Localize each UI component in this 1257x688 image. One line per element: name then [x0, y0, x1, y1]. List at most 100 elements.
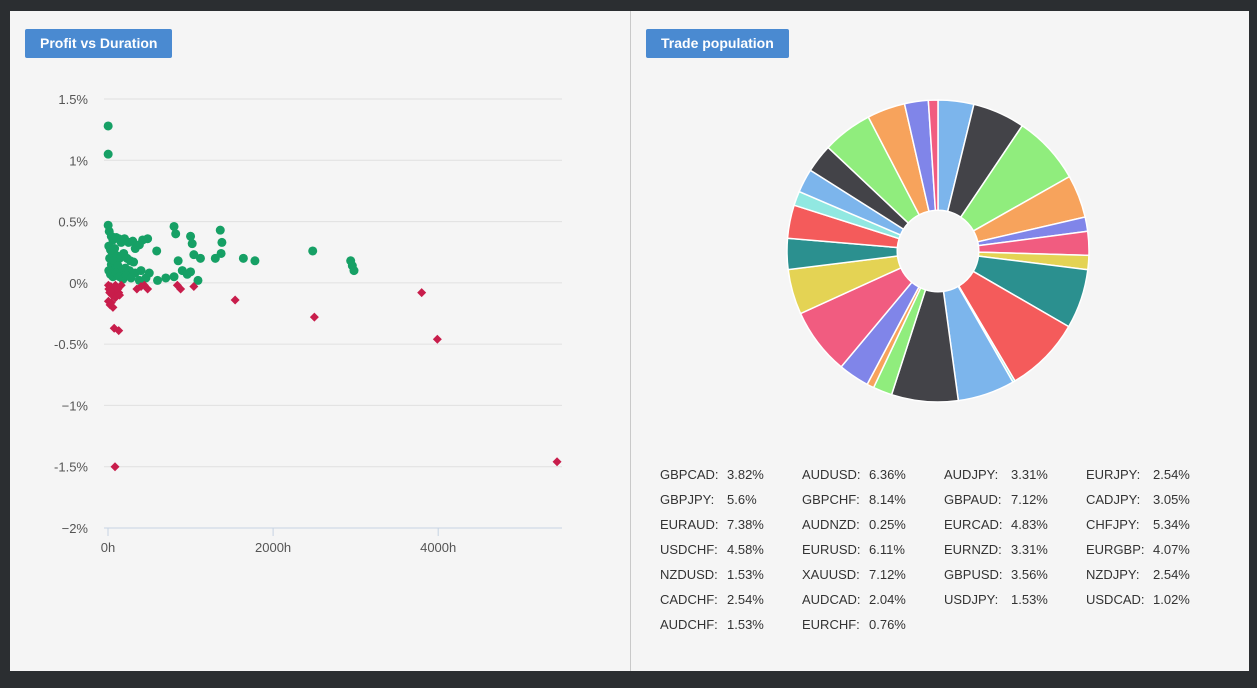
legend-item: GBPCHF: 8.14% — [802, 491, 944, 509]
scatter-point-win — [195, 253, 205, 263]
scatter-point-win — [186, 267, 196, 277]
scatter-point-win — [152, 246, 162, 256]
legend-symbol: EURUSD: — [802, 542, 861, 557]
legend-symbol: EURNZD: — [944, 542, 1002, 557]
legend-symbol: EURCAD: — [944, 517, 1003, 532]
scatter-point-win — [250, 256, 260, 266]
scatter-point-loss — [110, 462, 120, 472]
legend-percentage: 1.53% — [727, 567, 764, 582]
pie-panel-title: Trade population — [646, 29, 789, 58]
scatter-point-win — [128, 236, 138, 246]
legend-symbol: GBPUSD: — [944, 567, 1003, 582]
legend-percentage: 3.82% — [727, 467, 764, 482]
legend-symbol: NZDJPY: — [1086, 567, 1140, 582]
scatter-point-win — [173, 256, 183, 266]
legend-symbol: EURCHF: — [802, 617, 860, 632]
scatter-point-loss — [114, 326, 124, 336]
legend-item: AUDNZD: 0.25% — [802, 516, 944, 534]
legend-percentage: 1.53% — [727, 617, 764, 632]
legend-symbol: CADJPY: — [1086, 492, 1141, 507]
scatter-point-win — [103, 121, 113, 131]
legend-item: XAUUSD: 7.12% — [802, 566, 944, 584]
legend-symbol: USDCAD: — [1086, 592, 1145, 607]
legend-item: GBPAUD: 7.12% — [944, 491, 1086, 509]
scatter-point-win — [308, 246, 318, 256]
legend-item: EURCAD: 4.83% — [944, 516, 1086, 534]
scatter-panel-title: Profit vs Duration — [25, 29, 173, 58]
legend-item: AUDUSD: 6.36% — [802, 466, 944, 484]
scatter-point-win — [129, 257, 139, 267]
legend-symbol: CADCHF: — [660, 592, 718, 607]
legend-percentage: 1.02% — [1153, 592, 1190, 607]
legend-item: GBPUSD: 3.56% — [944, 566, 1086, 584]
legend-item: CHFJPY: 5.34% — [1086, 516, 1228, 534]
legend-percentage: 1.53% — [1011, 592, 1048, 607]
scatter-point-win — [143, 234, 153, 244]
x-tick-label: 0h — [101, 540, 115, 555]
legend-symbol: USDJPY: — [944, 592, 999, 607]
legend-item: USDCHF: 4.58% — [660, 541, 802, 559]
scatter-point-win — [110, 244, 120, 254]
legend-item: EURGBP: 4.07% — [1086, 541, 1228, 559]
legend-item: EURUSD: 6.11% — [802, 541, 944, 559]
scatter-point-win — [171, 229, 181, 239]
legend-percentage: 5.34% — [1153, 517, 1190, 532]
legend-symbol: GBPJPY: — [660, 492, 715, 507]
legend-item: GBPCAD: 3.82% — [660, 466, 802, 484]
legend-item: NZDUSD: 1.53% — [660, 566, 802, 584]
legend-percentage: 3.56% — [1011, 567, 1048, 582]
scatter-point-win — [189, 250, 199, 260]
legend-item — [944, 616, 1086, 634]
legend-symbol: AUDNZD: — [802, 517, 860, 532]
scatter-point-win — [193, 275, 203, 285]
legend-percentage: 6.36% — [869, 467, 906, 482]
scatter-point-win — [187, 239, 197, 249]
scatter-point-win — [216, 248, 226, 258]
legend-item: GBPJPY: 5.6% — [660, 491, 802, 509]
legend-symbol: EURAUD: — [660, 517, 719, 532]
scatter-point-win — [161, 273, 171, 283]
scatter-point-loss — [189, 282, 199, 292]
y-tick-label: 0.5% — [58, 215, 88, 230]
legend-percentage: 3.05% — [1153, 492, 1190, 507]
legend-symbol: GBPAUD: — [944, 492, 1002, 507]
legend-symbol: AUDCHF: — [660, 617, 718, 632]
scatter-point-loss — [106, 297, 116, 307]
legend-symbol: GBPCHF: — [802, 492, 860, 507]
scatter-point-win — [103, 149, 113, 159]
scatter-point-loss — [105, 286, 115, 296]
scatter-point-win — [169, 272, 179, 282]
legend-percentage: 4.58% — [727, 542, 764, 557]
x-tick-label: 4000h — [420, 540, 456, 555]
legend-percentage: 7.12% — [869, 567, 906, 582]
legend-symbol: USDCHF: — [660, 542, 718, 557]
scatter-point-loss — [432, 334, 442, 344]
legend-percentage: 2.54% — [727, 592, 764, 607]
y-tick-label: 1.5% — [58, 92, 88, 107]
legend-item: CADJPY: 3.05% — [1086, 491, 1228, 509]
legend-item: USDJPY: 1.53% — [944, 591, 1086, 609]
scatter-point-win — [169, 221, 179, 231]
legend-symbol: GBPCAD: — [660, 467, 719, 482]
legend-percentage: 0.25% — [869, 517, 906, 532]
panel-divider — [630, 11, 631, 671]
y-tick-label: −2% — [62, 521, 89, 536]
legend-symbol: XAUUSD: — [802, 567, 860, 582]
legend-item: EURJPY: 2.54% — [1086, 466, 1228, 484]
legend-symbol: AUDJPY: — [944, 467, 999, 482]
y-tick-label: -1.5% — [54, 460, 88, 475]
legend-item: EURNZD: 3.31% — [944, 541, 1086, 559]
legend-percentage: 6.11% — [869, 542, 905, 557]
pie-slice-usdcad[interactable] — [927, 99, 939, 212]
scatter-point-win — [238, 253, 248, 263]
y-tick-label: 1% — [69, 153, 88, 168]
y-tick-label: −1% — [62, 398, 89, 413]
scatter-point-win — [126, 273, 136, 283]
legend-percentage: 5.6% — [727, 492, 757, 507]
legend-symbol: AUDCAD: — [802, 592, 861, 607]
scatter-point-loss — [552, 457, 562, 467]
legend-item — [1086, 616, 1228, 634]
legend-percentage: 4.07% — [1153, 542, 1190, 557]
legend-percentage: 3.31% — [1011, 542, 1048, 557]
legend-symbol: AUDUSD: — [802, 467, 861, 482]
